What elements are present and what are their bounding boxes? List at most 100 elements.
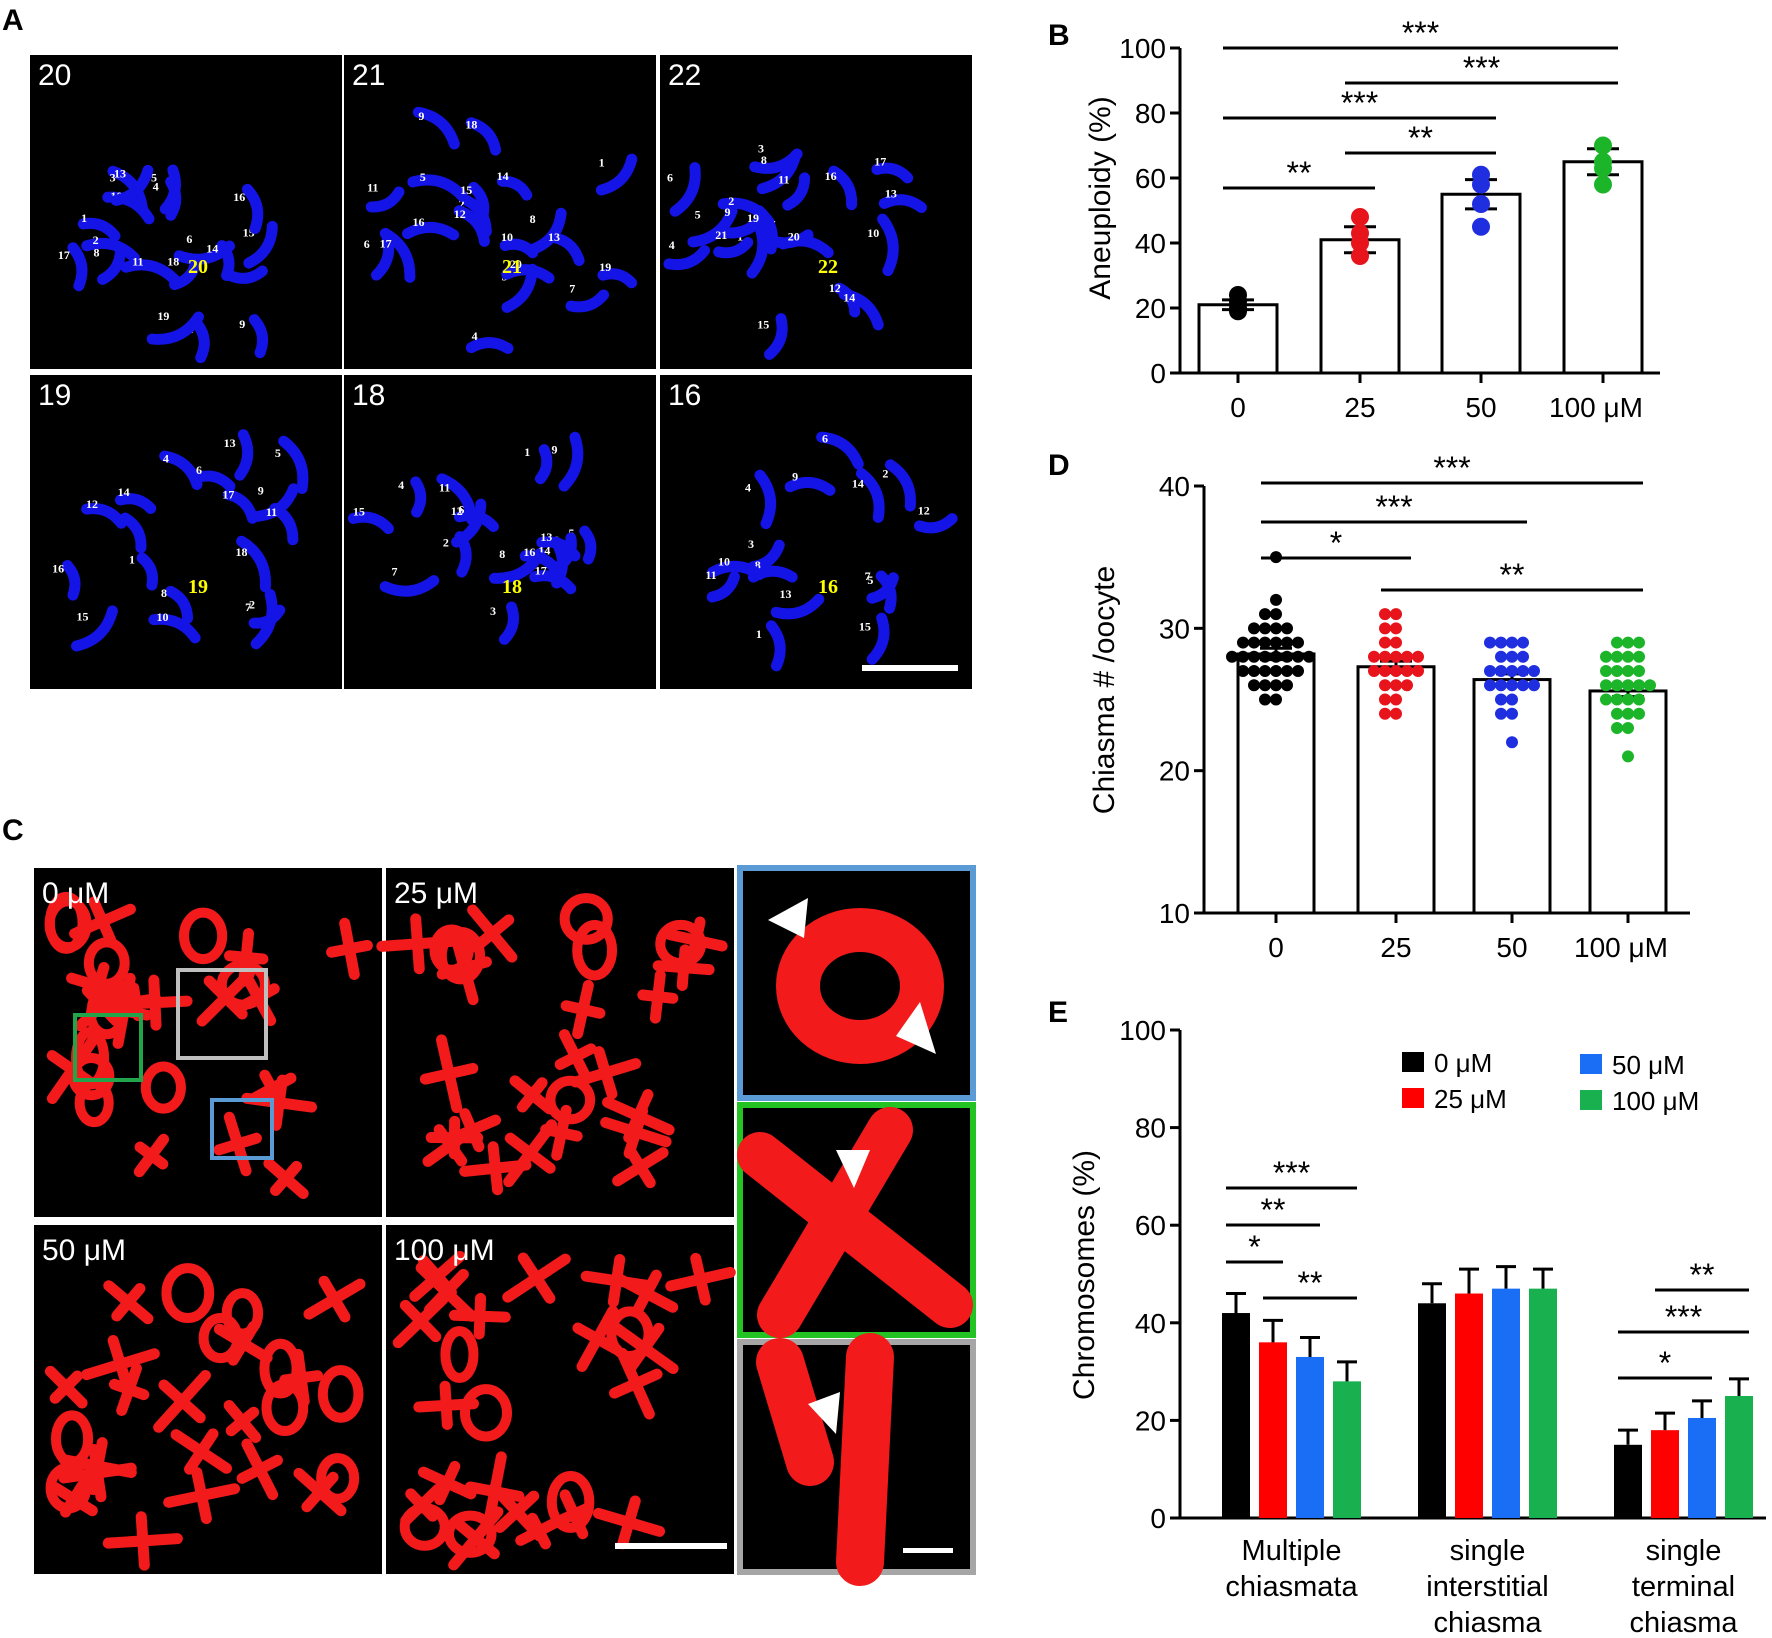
bivalent-cross — [58, 1444, 137, 1503]
chromosome — [119, 512, 147, 554]
x-category-label: chiasma — [1630, 1607, 1739, 1638]
data-point — [1237, 636, 1249, 649]
data-point — [1622, 707, 1634, 720]
chromosome-number: 10 — [501, 230, 513, 244]
data-point — [1259, 622, 1271, 635]
spread-tile-100um: 100 μM — [386, 1225, 736, 1574]
x-tick-label: 50 — [1465, 392, 1496, 423]
bivalent-cross — [652, 944, 715, 991]
tile-background — [344, 55, 656, 369]
bivalent-cross — [554, 1489, 594, 1540]
data-point — [1506, 650, 1518, 663]
data-point — [1401, 679, 1413, 692]
chromosome-count-label: 19 — [38, 379, 71, 412]
bivalent-ring — [74, 1078, 114, 1128]
chromosome — [236, 535, 271, 593]
x-tick-label: 100 μM — [1574, 932, 1668, 963]
chromosome-number: 3 — [748, 537, 754, 551]
chromosome — [192, 318, 210, 364]
bivalent-cross — [572, 1305, 623, 1372]
data-point — [1390, 665, 1402, 678]
chromosome-number: 15 — [460, 183, 472, 197]
chromosome — [250, 589, 278, 650]
chromosome-number: 19 — [747, 211, 759, 225]
data-point — [1506, 736, 1518, 749]
inset-blue — [737, 865, 976, 1101]
significance-label: ** — [1298, 1265, 1323, 1301]
data-point — [1517, 650, 1529, 663]
x-category-label: single — [1450, 1535, 1526, 1567]
data-point — [1622, 665, 1634, 678]
chromosome-number: 12 — [829, 281, 841, 295]
concentration-label: 100 μM — [394, 1234, 495, 1267]
panel-c-micrographs: 0 μM 25 μM 50 μM 100 μM — [34, 865, 976, 1586]
chromosome — [866, 612, 890, 665]
chromosome — [499, 238, 539, 259]
chromosome-number: 7 — [865, 569, 871, 583]
chromosome — [412, 106, 460, 150]
chromosome-number: 1 — [524, 445, 530, 459]
data-point — [1506, 636, 1518, 649]
error-bar — [1655, 1411, 1675, 1431]
data-point — [1495, 693, 1507, 706]
data-point — [1506, 693, 1518, 706]
data-point — [1292, 650, 1304, 663]
chromosome — [765, 620, 786, 672]
chromosome-number: 4 — [398, 478, 404, 492]
chromosome-number: 13 — [224, 436, 236, 450]
data-point — [1351, 247, 1369, 265]
x-category-label: Multiple — [1242, 1535, 1342, 1567]
legend-label: 100 μM — [1612, 1086, 1699, 1116]
chromosome-total: 16 — [818, 576, 838, 598]
x-tick-label: 100 μM — [1549, 392, 1643, 423]
chromosome — [669, 162, 701, 217]
bivalent-cross — [665, 1252, 736, 1306]
chromosome-number: 5 — [695, 207, 701, 221]
chromosome-number: 9 — [792, 470, 798, 484]
data-point — [1281, 679, 1293, 692]
chromosome-number: 6 — [196, 463, 202, 477]
chromosome-number: 16 — [413, 215, 425, 229]
chromosome — [148, 613, 201, 644]
chromosome — [146, 311, 204, 345]
chromosome-number: 11 — [367, 180, 378, 194]
data-point — [1248, 650, 1260, 663]
bivalent-cross — [103, 1280, 154, 1325]
data-point — [1379, 650, 1391, 663]
error-bar — [1618, 1428, 1638, 1445]
tile-background — [660, 55, 972, 369]
chromosome — [754, 469, 777, 530]
y-tick-label: 30 — [1159, 613, 1190, 644]
chromosome-number: 20 — [788, 229, 800, 243]
chromosome-number: 11 — [705, 568, 716, 582]
bivalent-cross — [637, 969, 679, 1024]
data-point — [1517, 679, 1529, 692]
data-point — [1644, 679, 1656, 692]
data-point — [1390, 622, 1402, 635]
data-point — [1281, 622, 1293, 635]
chromosome — [784, 476, 836, 496]
chromosome — [71, 605, 118, 652]
chromosome-number: 2 — [93, 233, 99, 247]
chromosome — [243, 220, 278, 269]
data-point — [1594, 175, 1612, 194]
bivalent-cross — [602, 1089, 675, 1144]
chromosome-total: 22 — [818, 256, 838, 278]
inset-gray — [737, 1333, 976, 1586]
data-point — [1390, 650, 1402, 663]
chromosome-number: 2 — [443, 535, 449, 549]
chromosome — [501, 264, 555, 284]
data-point — [1401, 665, 1413, 678]
error-bar — [1729, 1377, 1749, 1396]
bivalent-cross — [236, 1438, 283, 1501]
legend-label: 50 μM — [1612, 1050, 1685, 1080]
chromosome — [115, 493, 157, 514]
data-point — [1390, 707, 1402, 720]
bivalent-cross — [326, 917, 373, 980]
bar — [1688, 1417, 1716, 1518]
arrowhead-icon — [808, 1392, 840, 1434]
chromosome — [547, 231, 585, 266]
